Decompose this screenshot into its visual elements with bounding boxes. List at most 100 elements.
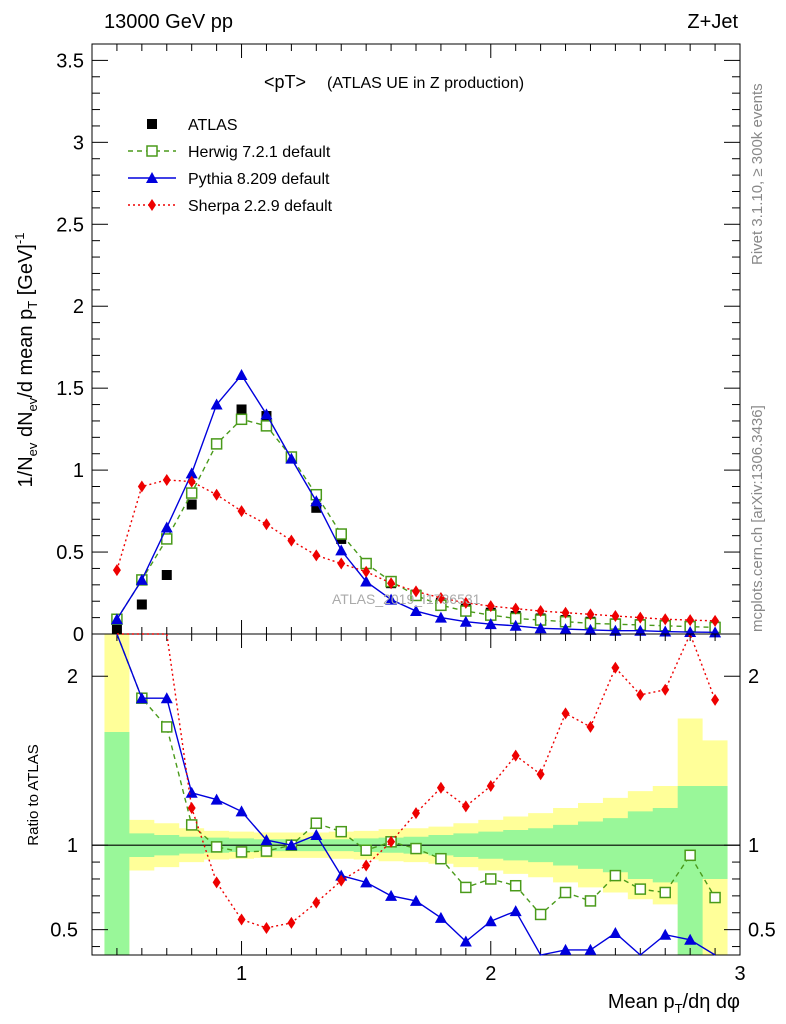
process-label: Z+Jet [687, 11, 738, 33]
pythia-ratio-point [160, 692, 173, 704]
pythia-point [385, 593, 398, 605]
sherpa-point [212, 488, 221, 501]
legend: ATLAS Herwig 7.2.1 default Pythia 8.209 de… [128, 117, 333, 215]
herwig-ratio-point [185, 819, 198, 831]
sherpa-ratio-point [661, 683, 670, 696]
sherpa-point [162, 473, 171, 486]
pythia-point [459, 615, 472, 627]
y-tick-label: 2.5 [56, 214, 84, 236]
pythia-point [609, 624, 622, 636]
ratio-y-tick-label: 1 [67, 835, 78, 857]
pythia-point [484, 618, 497, 630]
sherpa-ratio-point [187, 802, 196, 815]
herwig-ratio-point [485, 873, 497, 885]
sherpa-ratio-point [636, 688, 645, 701]
sherpa-ratio-point [461, 800, 470, 813]
pythia-point [260, 408, 273, 420]
sherpa-point [412, 585, 420, 598]
y-tick-label: 1 [73, 460, 84, 482]
sherpa-ratio-point [387, 835, 396, 848]
sherpa-ratio-point [237, 913, 246, 926]
sherpa-point [312, 549, 321, 562]
atlas-point [111, 624, 122, 635]
mcplots-label: mcplots.cern.ch [arXiv:1306.3436] [749, 405, 766, 632]
ratio-xlabel: Mean pT/dη dφ [608, 991, 740, 1016]
legend-label-herwig: Herwig 7.2.1 default [188, 144, 331, 161]
atlas-point [186, 499, 197, 510]
y-tick-label: 0.5 [56, 542, 84, 564]
pythia-point [434, 611, 447, 623]
pythia-ratio-point [210, 793, 223, 805]
y-tick-label: 1.5 [56, 378, 84, 400]
legend-marker-atlas [147, 119, 157, 129]
sherpa-point [187, 475, 196, 488]
rivet-label: Rivet 3.1.10, ≥ 300k events [749, 83, 766, 265]
ratio-panel: 1 2 30.5 0.51 12 2 [50, 632, 776, 985]
herwig-ratio-point [410, 842, 422, 855]
pythia-point [360, 575, 373, 587]
pythia-point [559, 623, 572, 635]
sherpa-ratio-point [412, 807, 420, 820]
sherpa-ratio-point [536, 768, 545, 781]
sherpa-ratio-point [312, 896, 321, 909]
sherpa-point [561, 606, 570, 619]
herwig-ratio-point [559, 886, 572, 899]
energy-label: 13000 GeV pp [104, 11, 233, 33]
herwig-ratio-point [634, 883, 647, 895]
pythia-point [410, 605, 422, 617]
herwig-ratio-point [584, 895, 597, 907]
x-tick-label: 2 [485, 963, 496, 985]
ratio-band-outer [104, 634, 728, 955]
atlas-point [311, 502, 322, 513]
ratio-y-tick-label-right: 1 [748, 835, 759, 857]
sherpa-point [362, 565, 371, 578]
sherpa-ratio-point [511, 749, 520, 762]
herwig-ratio-point [161, 721, 173, 733]
pythia-ratio-point [584, 943, 597, 955]
sherpa-point [711, 614, 720, 627]
legend-marker-pythia [146, 172, 158, 183]
ratio-y-tick-label: 2 [67, 666, 78, 688]
sherpa-point [636, 611, 645, 624]
pythia-ratio-point [459, 935, 472, 947]
sherpa-ratio-point [212, 876, 221, 889]
legend-marker-herwig [146, 145, 158, 157]
herwig-point [235, 413, 248, 426]
pythia-point [509, 619, 522, 631]
x-tick-label: 3 [734, 963, 745, 985]
sherpa-ratio-point [711, 693, 720, 706]
herwig-point [210, 438, 223, 450]
pythia-point [709, 626, 722, 638]
sherpa-ratio-point [337, 874, 346, 887]
plot-subtitle: (ATLAS UE in Z production) [327, 75, 524, 92]
herwig-ratio-point [310, 817, 323, 829]
atlas-point [136, 599, 147, 610]
herwig-ratio-point [210, 841, 223, 853]
sherpa-ratio-point [586, 720, 595, 733]
legend-label-atlas: ATLAS [188, 117, 238, 134]
pythia-point [534, 622, 547, 634]
herwig-ratio-point [534, 908, 547, 921]
pythia-ratio-point [559, 943, 572, 955]
main-ylabel: 1/Nev dNev/d mean pT [GeV]-1 [12, 233, 40, 488]
pythia-ratio-point [609, 927, 622, 939]
pythia-point [285, 452, 298, 464]
pythia-point [160, 521, 173, 533]
herwig-ratio-point [659, 886, 671, 899]
pythia-point [335, 544, 348, 556]
herwig-point [185, 487, 198, 499]
pythia-ratio-point [260, 834, 273, 846]
sherpa-point [387, 577, 396, 590]
sherpa-point [511, 602, 520, 615]
sherpa-point [436, 591, 445, 604]
pythia-ratio-point [484, 915, 497, 927]
pythia-ratio-point [235, 805, 248, 817]
pythia-ratio-point [684, 933, 697, 945]
pythia-point [210, 398, 223, 410]
pythia-point [584, 623, 597, 635]
sherpa-ratio-point [436, 781, 445, 794]
pythia-ratio-point [185, 786, 198, 798]
pythia-point [135, 573, 148, 585]
pythia-point [310, 495, 323, 507]
herwig-ratio-point [235, 846, 248, 858]
